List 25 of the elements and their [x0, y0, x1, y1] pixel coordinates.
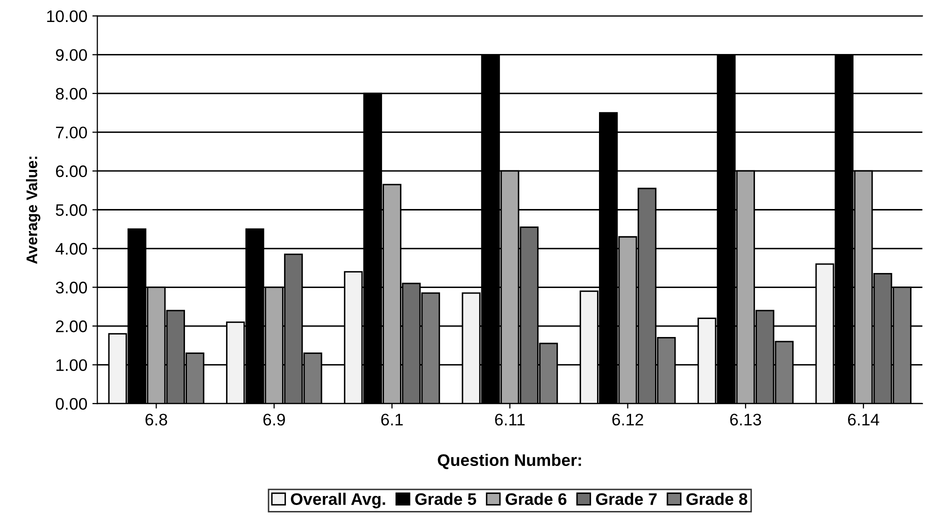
y-tick-label: 0.00: [56, 398, 87, 410]
x-tick-label: 6.9: [263, 414, 285, 426]
x-tick-label: 6.8: [146, 414, 168, 426]
legend-label: Grade 8: [686, 492, 748, 505]
y-axis-title: Average Value:: [26, 156, 40, 264]
x-tick-label: 6.11: [495, 414, 525, 426]
legend-label: Grade 7: [596, 492, 657, 505]
legend-label: Grade 5: [415, 492, 476, 505]
x-tick-label: 6.14: [848, 414, 880, 426]
x-tick-label: 6.1: [381, 414, 403, 426]
x-tick-label: 6.13: [730, 414, 762, 426]
y-tick-label: 3.00: [56, 282, 87, 294]
y-tick-label: 5.00: [56, 204, 87, 216]
y-tick-label: 4.00: [56, 242, 87, 255]
y-tick-label: 6.00: [56, 165, 87, 178]
legend-label: Grade 6: [506, 492, 566, 505]
y-tick-label: 9.00: [56, 49, 87, 61]
y-tick-label: 7.00: [56, 126, 87, 138]
y-tick-label: 8.00: [56, 88, 87, 100]
y-tick-label: 1.00: [56, 359, 87, 371]
y-tick-label: 10.00: [47, 10, 87, 22]
x-axis-title: Question Number:: [438, 454, 581, 470]
x-tick-label: 6.12: [612, 414, 644, 426]
legend-label: Overall Avg.: [290, 492, 386, 508]
y-tick-label: 2.00: [56, 320, 87, 332]
